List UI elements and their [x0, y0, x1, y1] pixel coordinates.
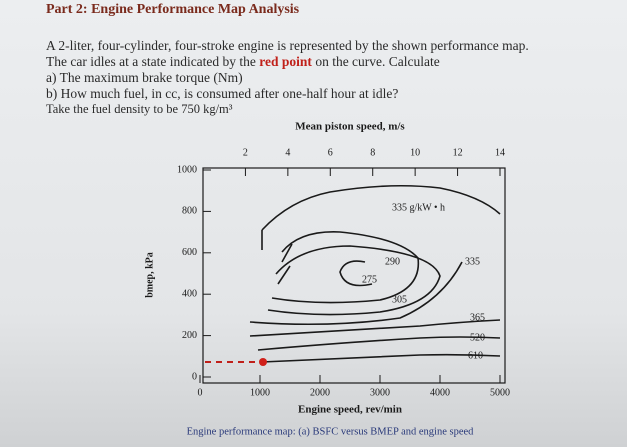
contour-label: 290: [385, 256, 400, 267]
text-line: A 2-liter, four-cylinder, four-stroke en…: [46, 38, 529, 53]
plot-frame: [202, 167, 506, 384]
contour-label: 365: [470, 312, 485, 323]
tick-label: 2: [243, 147, 248, 158]
tick-label: 8: [370, 147, 375, 158]
tick-label: 3000: [370, 387, 390, 398]
text-line: b) How much fuel, in cc, is consumed aft…: [46, 86, 399, 101]
tick-label: 200: [182, 330, 197, 341]
text-line: a) The maximum brake torque (Nm): [46, 70, 243, 85]
axis-title: Engine speed, rev/min: [298, 404, 402, 416]
tick-label: 800: [182, 206, 197, 217]
contour: [257, 336, 501, 351]
contour: [339, 260, 373, 287]
tick-label: 4: [285, 147, 290, 158]
contour-label: 275: [362, 274, 377, 285]
text: on the curve. Calculate: [311, 54, 440, 69]
text: The car idles at a state indicated by th…: [46, 54, 260, 69]
highlight: red point: [259, 54, 312, 69]
axis-title: Mean piston speed, m/s: [295, 121, 405, 133]
contour: [261, 230, 293, 285]
contour: [267, 245, 441, 316]
contour: [249, 261, 463, 326]
tick-label: 6: [328, 147, 333, 158]
tick-label: 4000: [430, 387, 450, 398]
contour-label: 610: [468, 350, 483, 361]
tick-label: 0: [198, 387, 203, 398]
tick-label: 5000: [490, 387, 510, 398]
contour-label: 335: [465, 256, 480, 267]
title: Part 2: Engine Performance Map Analysis: [46, 2, 300, 17]
contour: [249, 319, 501, 337]
tick-label: 10: [410, 147, 420, 158]
tick-label: 0: [192, 371, 197, 382]
text-line: The car idles at a state indicated by th…: [46, 54, 440, 70]
contour: [261, 353, 501, 363]
tick-label: 400: [182, 288, 197, 299]
contour: [261, 184, 501, 231]
axis-title: bmep, kPa: [144, 252, 155, 298]
contours: [249, 184, 501, 363]
tick-label: 600: [182, 247, 197, 258]
contour-label: 305: [392, 294, 407, 305]
tick-label: 2000: [310, 387, 330, 398]
red-point: [259, 358, 267, 366]
contour-label: 335 g/kW • h: [392, 202, 445, 213]
tick-label: 1000: [250, 387, 270, 398]
caption: Engine performance map: (a) BSFC versus …: [187, 426, 475, 437]
text-line: Take the fuel density to be 750 kg/m³: [46, 102, 233, 116]
contour-label: 520: [470, 332, 485, 343]
tick-label: 14: [495, 147, 505, 158]
tick-label: 12: [453, 147, 463, 158]
tick-label: 1000: [177, 164, 197, 175]
